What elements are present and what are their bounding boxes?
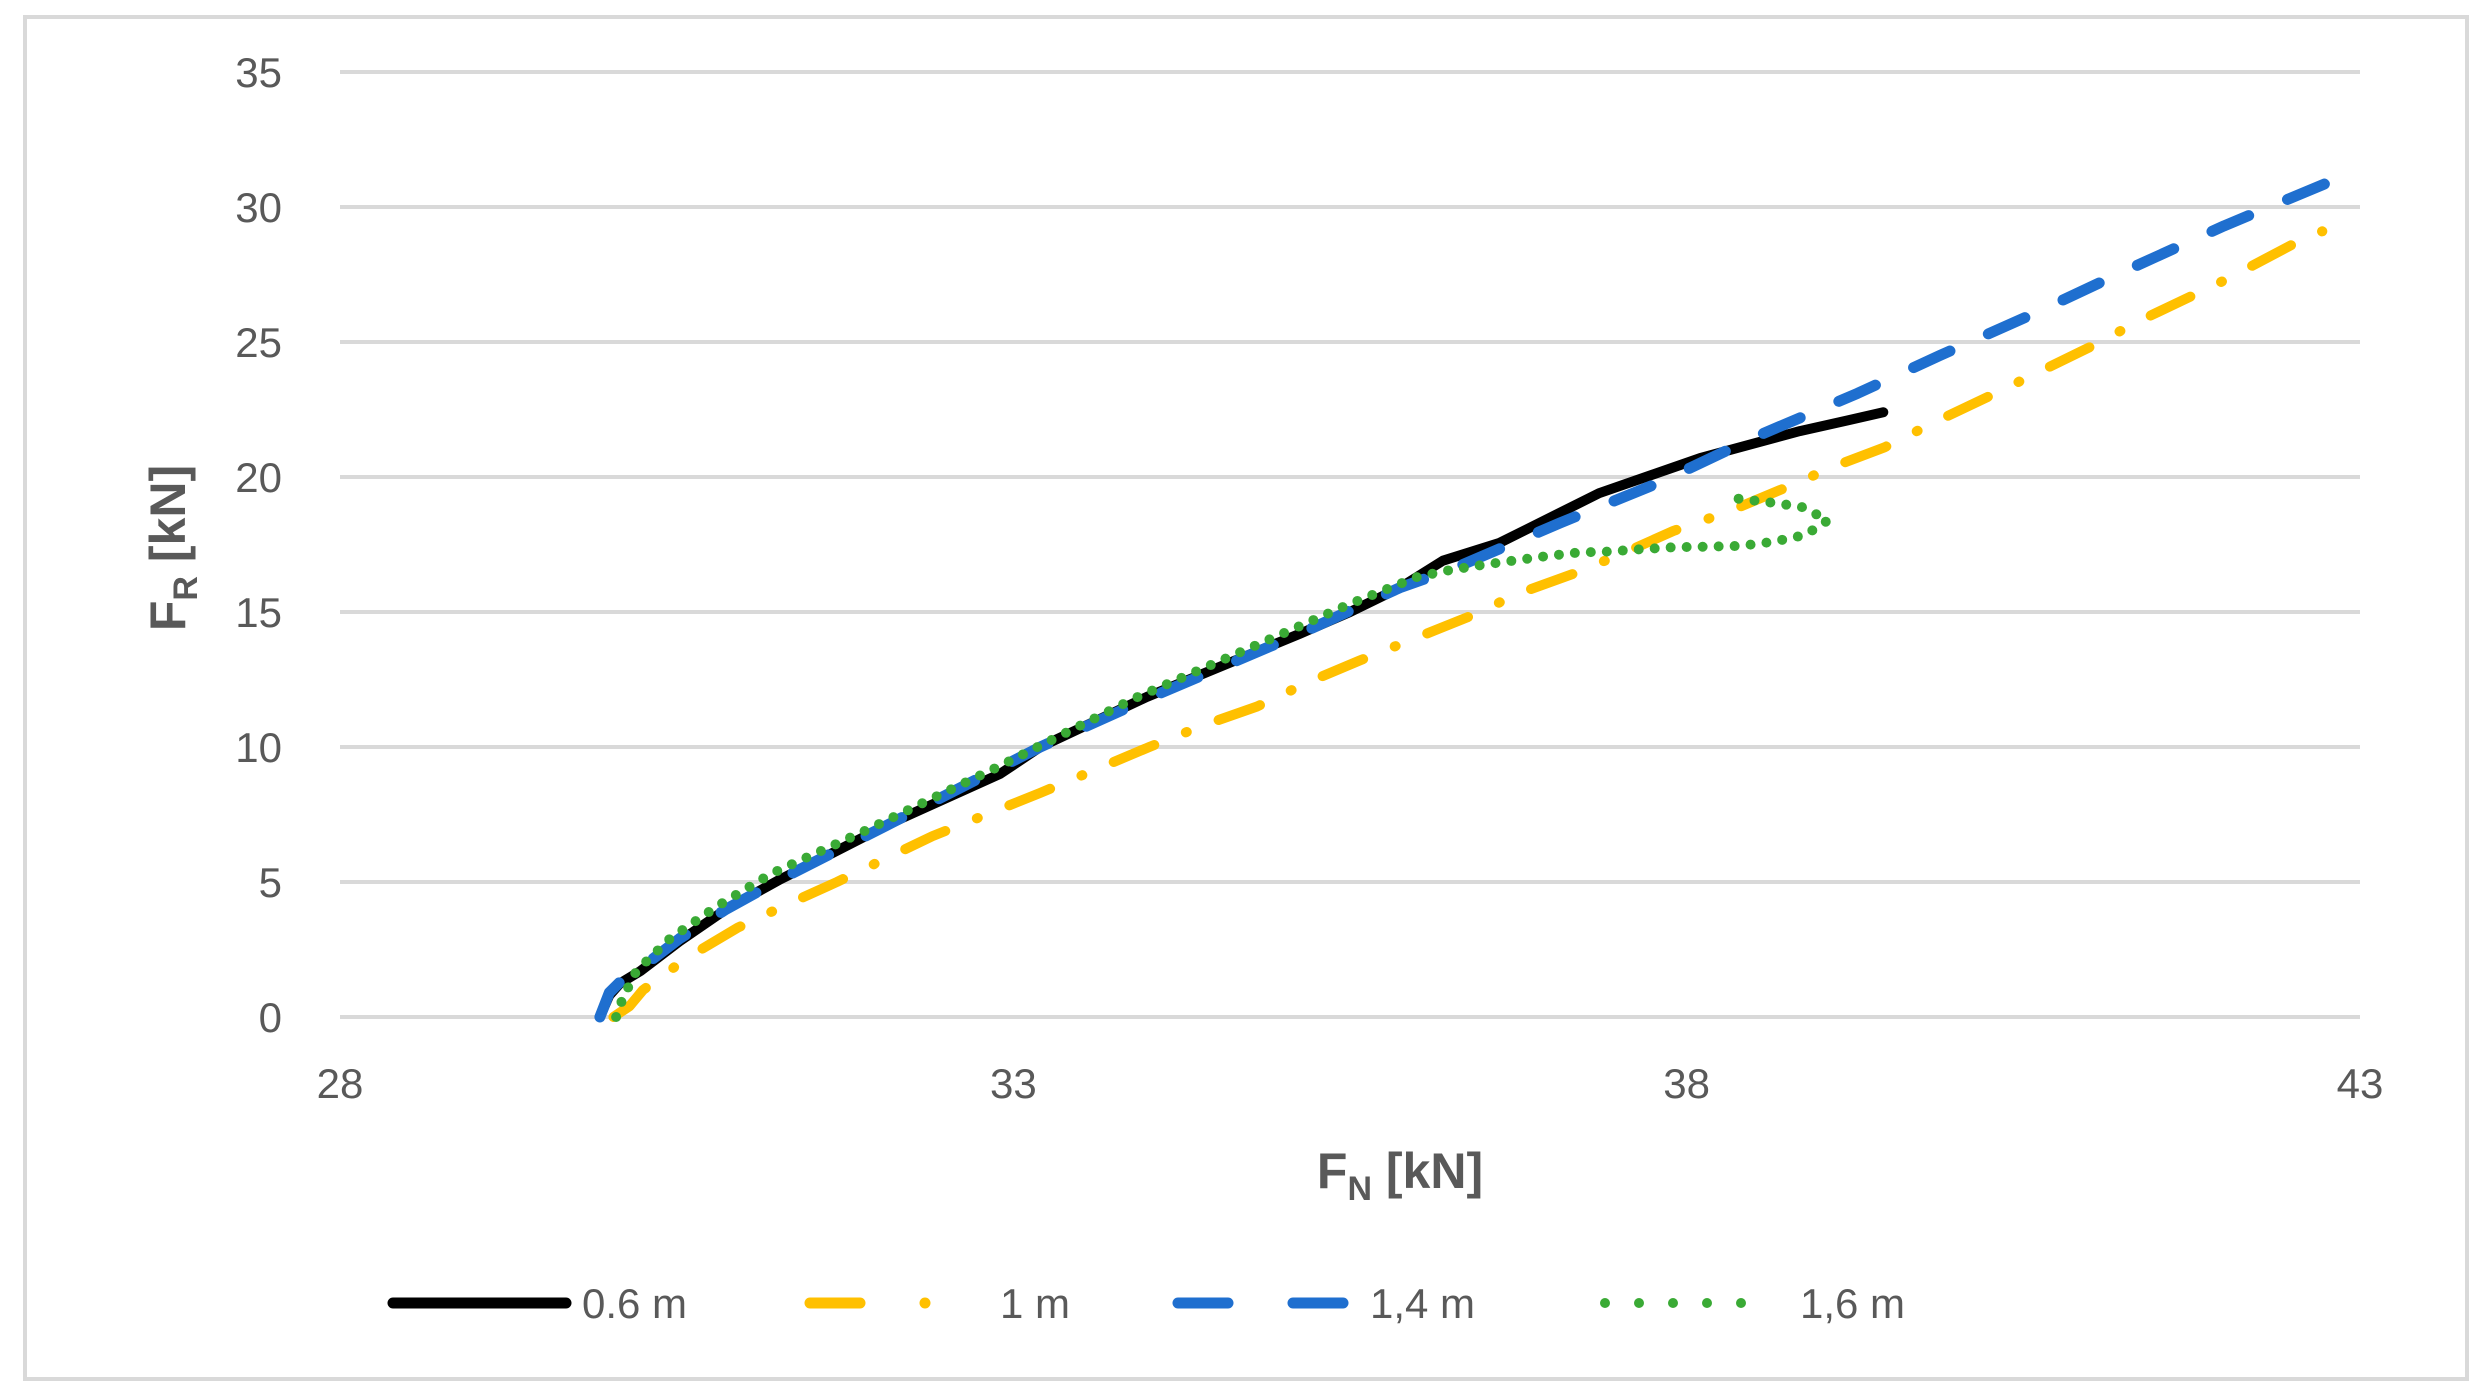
x-axis-ticks: 28 33 38 43 xyxy=(317,1060,2384,1107)
legend: 0.6 m 1 m 1,4 m 1,6 m xyxy=(387,1280,1905,1327)
y-tick-label: 30 xyxy=(235,184,282,231)
x-tick-label: 38 xyxy=(1663,1060,1710,1107)
y-tick-label: 35 xyxy=(235,49,282,96)
series-line-16m xyxy=(611,493,1834,1022)
legend-swatch-dot-yellow xyxy=(919,1297,931,1309)
chart-frame xyxy=(23,15,2469,1381)
legend-label: 1 m xyxy=(1000,1280,1070,1327)
series-line-1m xyxy=(608,226,2328,1022)
y-axis-title: FR [kN] xyxy=(140,465,205,631)
legend-item-1.6m[interactable]: 1,6 m xyxy=(1600,1280,1905,1327)
y-tick-label: 10 xyxy=(235,724,282,771)
gridlines xyxy=(340,70,2360,1019)
y-tick-label: 15 xyxy=(235,589,282,636)
legend-item-1m[interactable]: 1 m xyxy=(804,1280,1070,1327)
series-layer xyxy=(594,163,2366,1023)
series-line-14m xyxy=(594,163,2366,1023)
x-tick-label: 33 xyxy=(990,1060,1037,1107)
y-tick-label: 5 xyxy=(259,859,282,906)
legend-label: 1,4 m xyxy=(1370,1280,1475,1327)
legend-label: 1,6 m xyxy=(1800,1280,1905,1327)
y-tick-label: 25 xyxy=(235,319,282,366)
x-axis-title: FN [kN] xyxy=(1317,1143,1483,1208)
x-tick-label: 28 xyxy=(317,1060,364,1107)
y-tick-label: 0 xyxy=(259,994,282,1041)
legend-item-0.6m[interactable]: 0.6 m xyxy=(387,1280,687,1327)
y-tick-label: 20 xyxy=(235,454,282,501)
y-axis-ticks: 0 5 10 15 20 25 30 35 xyxy=(235,49,282,1041)
legend-item-1.4m[interactable]: 1,4 m xyxy=(1172,1280,1475,1327)
legend-label: 0.6 m xyxy=(582,1280,687,1327)
x-tick-label: 43 xyxy=(2337,1060,2384,1107)
